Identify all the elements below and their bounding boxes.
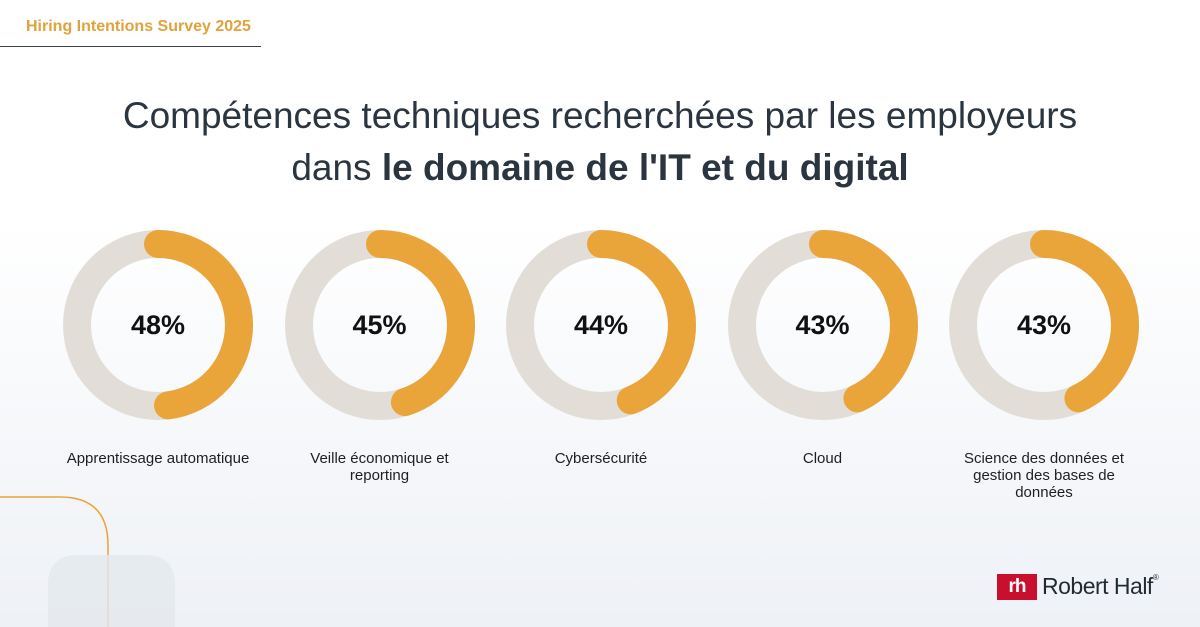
brand-name-text: Robert Half — [1042, 573, 1153, 599]
title-line-1: Compétences techniques recherchées par l… — [122, 95, 1078, 136]
donut-category-label: Science des données et gestion des bases… — [963, 450, 1125, 501]
donut-value-arc — [727, 230, 918, 420]
donut-category-label: Cloud — [802, 450, 843, 467]
donut-svg — [63, 230, 253, 420]
title-line-2: dans le domaine de l'IT et du digital — [0, 142, 1200, 194]
title-line-2-prefix: dans — [291, 147, 382, 188]
donut-percent-label: 44% — [573, 310, 629, 340]
donut-svg — [506, 230, 696, 420]
donut-value-arc — [506, 230, 696, 420]
donut-percent-label: 43% — [1016, 310, 1072, 340]
title-line-2-bold: le domaine de l'IT et du digital — [381, 147, 909, 188]
donut-item: 45% Veille économique et reporting — [284, 230, 485, 484]
donut-svg — [284, 230, 475, 420]
donut-svg — [727, 230, 918, 420]
donut-item: 43% Cloud — [727, 230, 928, 467]
donut-value-arc — [284, 230, 475, 420]
robert-half-logo: rh Robert Half® — [997, 573, 1159, 600]
donut-percent-label: 45% — [352, 310, 407, 340]
donut-chart-row: 48% Apprentissage automatique 45% Veille éc… — [0, 230, 1200, 510]
page-title: Compétences techniques recherchées par l… — [0, 90, 1200, 194]
brand-name: Robert Half® — [1042, 573, 1159, 600]
survey-tag: Hiring Intentions Survey 2025 — [26, 18, 251, 35]
donut-item: 44% Cybersécurité — [506, 230, 706, 467]
donut-percent-label: 48% — [130, 310, 186, 340]
donut-percent-label: 43% — [795, 310, 850, 340]
donut-svg — [949, 230, 1139, 420]
rh-logo-mark: rh — [997, 573, 1037, 600]
donut-category-label: Veille économique et reporting — [310, 450, 449, 484]
donut-item: 48% Apprentissage automatique — [63, 230, 263, 467]
donut-value-arc — [949, 230, 1139, 420]
registered-mark: ® — [1152, 573, 1159, 582]
donut-category-label: Apprentissage automatique — [66, 450, 250, 467]
donut-item: 43% Science des données et gestion des ba… — [949, 230, 1149, 501]
donut-value-arc — [63, 230, 253, 420]
donut-category-label: Cybersécurité — [554, 450, 648, 467]
survey-underline — [0, 46, 261, 47]
